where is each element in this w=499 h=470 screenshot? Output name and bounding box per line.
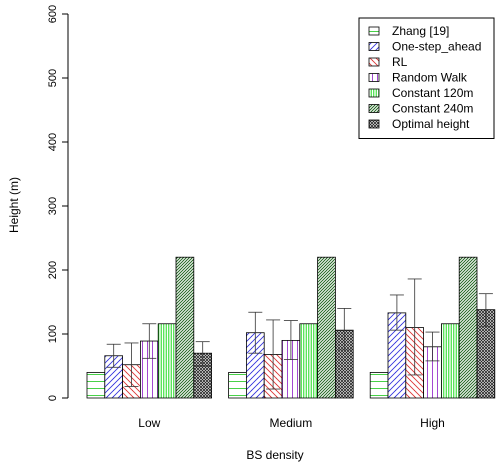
bar xyxy=(369,371,389,399)
legend-swatch xyxy=(368,26,380,36)
legend-label: Zhang [19] xyxy=(392,24,449,38)
y-tick-label: 400 xyxy=(47,133,59,151)
bar xyxy=(157,323,177,399)
legend-box xyxy=(358,17,495,139)
y-tick-label: 300 xyxy=(47,197,59,215)
legend-swatch xyxy=(368,88,380,98)
y-tick-label: 200 xyxy=(47,261,59,279)
bar xyxy=(458,256,478,399)
y-tick-label: 600 xyxy=(47,5,59,23)
x-tick-label: High xyxy=(420,416,445,430)
bar xyxy=(317,256,336,399)
legend-swatch xyxy=(368,42,380,51)
bar xyxy=(228,371,247,399)
y-axis: 0 100 200 300 400 500 600 xyxy=(47,5,69,401)
x-axis: Low Medium High xyxy=(138,416,445,430)
bars-group xyxy=(86,256,496,399)
legend-label: Constant 240m xyxy=(392,102,473,116)
legend-swatch xyxy=(368,119,380,129)
legend-label: RL xyxy=(392,55,408,69)
y-tick-label: 500 xyxy=(47,69,59,87)
y-tick-label: 100 xyxy=(47,325,59,343)
legend-swatch xyxy=(368,57,380,67)
legend-label: Random Walk xyxy=(392,71,468,85)
y-tick-label: 0 xyxy=(47,395,59,401)
error-bars-group xyxy=(106,278,493,390)
x-tick-label: Medium xyxy=(270,416,313,430)
legend-label: Optimal height xyxy=(392,117,470,131)
legend-swatch xyxy=(368,104,380,113)
legend-swatch xyxy=(368,73,380,82)
bar xyxy=(440,323,460,399)
legend-label: One-step_ahead xyxy=(392,40,481,54)
x-axis-title: BS density xyxy=(246,448,303,462)
x-tick-label: Low xyxy=(138,416,160,430)
bar xyxy=(299,323,318,399)
legend-label: Constant 120m xyxy=(392,86,473,100)
bar xyxy=(86,371,106,399)
y-axis-title: Height (m) xyxy=(7,177,21,233)
bar xyxy=(175,256,195,399)
